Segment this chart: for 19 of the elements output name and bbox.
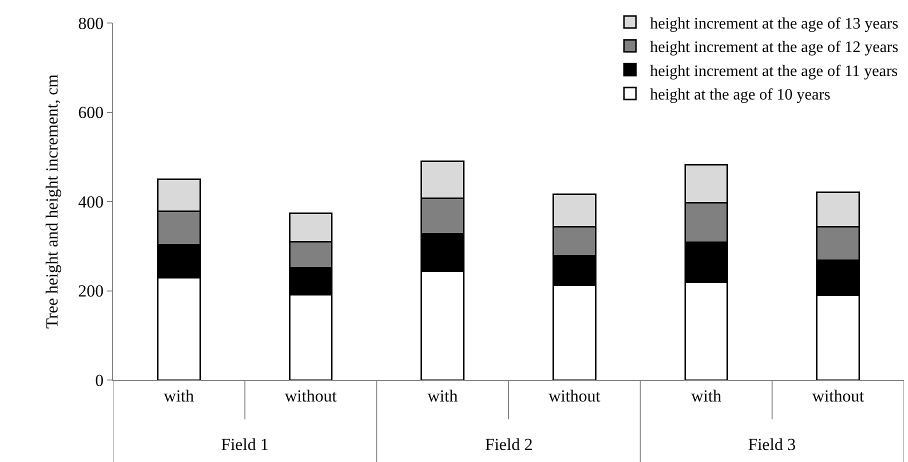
text: Field 3 xyxy=(748,435,796,454)
text: Field 2 xyxy=(485,435,533,454)
y-tick-label: 0 xyxy=(95,370,104,390)
x-tick-label: without xyxy=(548,386,601,406)
x-tick-label: with xyxy=(691,386,722,406)
legend-label: height increment at the age of 11 years xyxy=(650,62,898,80)
x-tick-label: with xyxy=(427,386,458,406)
legend-label: height at the age of 10 years xyxy=(650,86,830,104)
x-tick-label: without xyxy=(284,386,337,406)
x-tick-label: with xyxy=(164,386,195,406)
y-tick-label: 800 xyxy=(78,14,104,33)
text: Field 1 xyxy=(221,435,269,454)
x-tick-label: without xyxy=(812,386,864,406)
y-axis-title: Tree height and height increment, cm xyxy=(42,74,62,329)
y-tick-label: 400 xyxy=(78,192,104,212)
y-tick-label: 200 xyxy=(78,282,104,301)
y-tick-label: 600 xyxy=(78,103,104,122)
legend-label: height increment at the age of 12 years xyxy=(650,39,898,56)
legend-label: height increment at the age of 13 years xyxy=(650,15,898,32)
